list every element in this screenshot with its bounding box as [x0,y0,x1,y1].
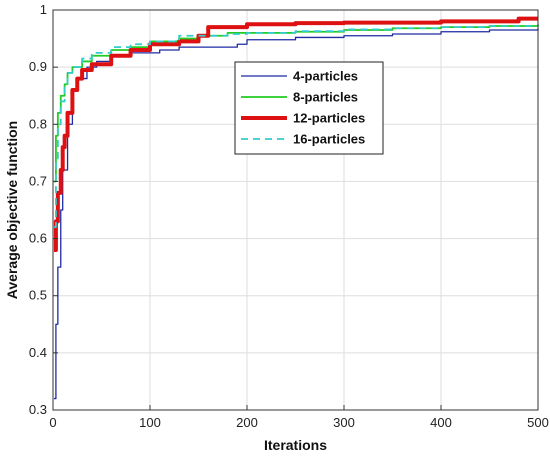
x-tick-label: 100 [139,415,161,430]
legend-label: 8-particles [293,90,358,105]
x-tick-label: 400 [430,415,452,430]
x-tick-label: 200 [236,415,258,430]
x-axis-ticks: 0 100 200 300 400 500 [49,405,549,430]
legend-label: 12-particles [293,111,365,126]
x-axis-label: Iterations [264,437,327,453]
y-tick-label: 0.4 [29,345,47,360]
y-tick-label: 0.6 [29,231,47,246]
legend-label: 4-particles [293,69,358,84]
y-tick-label: 0.3 [29,402,47,417]
y-tick-label: 0.7 [29,173,47,188]
legend-label: 16-particles [293,132,365,147]
y-tick-label: 0.5 [29,288,47,303]
x-tick-label: 300 [333,415,355,430]
plot-frame [52,9,539,411]
series-line-8-particles [53,25,539,183]
y-axis-ticks: 0.3 0.4 0.5 0.6 0.7 0.8 0.9 1 [29,2,58,417]
series-line-16-particles [53,24,539,229]
x-tick-label: 0 [49,415,56,430]
y-tick-label: 0.8 [29,116,47,131]
series-lines [53,16,539,400]
y-tick-label: 0.9 [29,59,47,74]
x-tick-label: 500 [527,415,549,430]
y-tick-label: 1 [40,2,47,17]
series-line-12-particles [53,16,538,252]
y-axis-label: Average objective function [4,121,20,299]
legend: 4-particles 8-particles 12-particles 16-par… [234,61,384,155]
